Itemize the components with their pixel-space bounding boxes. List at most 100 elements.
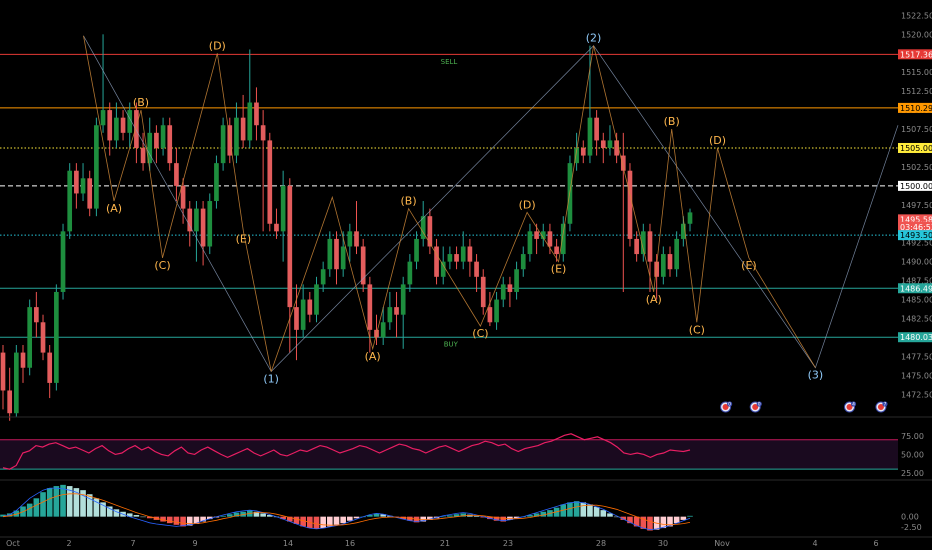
macd-bar	[680, 516, 687, 520]
candle-body	[127, 110, 133, 133]
candle-body	[334, 238, 339, 270]
candle-body	[480, 276, 486, 308]
price-tag-label: 1495.58	[900, 215, 932, 224]
macd-bar	[340, 516, 346, 524]
candle-body	[200, 208, 206, 247]
macd-bar	[93, 498, 100, 517]
sub-wave-label: (A)	[646, 293, 662, 306]
candle-body	[180, 185, 186, 209]
macd-bar	[253, 511, 260, 517]
sub-wave-label: (B)	[133, 96, 149, 109]
candle-body	[54, 291, 59, 383]
macd-bar	[640, 516, 647, 529]
macd-bar	[86, 494, 93, 517]
price-tag-box	[898, 230, 932, 241]
macd-bar	[453, 514, 460, 517]
macd-bar	[66, 486, 73, 517]
macd-bar	[500, 516, 507, 522]
candle-body	[240, 117, 246, 141]
candle-body	[647, 231, 653, 262]
candle-body	[80, 178, 86, 194]
macd-bar	[200, 516, 206, 522]
rsi-pane	[0, 433, 898, 470]
candle-body	[340, 246, 346, 270]
candle-body	[107, 110, 113, 141]
macd-bar	[593, 506, 600, 517]
macd-bar	[126, 513, 133, 517]
price-tag-label: 1510.29	[900, 104, 932, 113]
macd-bar	[673, 516, 680, 524]
candle-body	[427, 216, 433, 247]
rsi-tick-label: 50.00	[901, 450, 924, 459]
macd-bar	[540, 511, 547, 517]
price-tag-label: 1505.00	[900, 144, 932, 153]
candle-body	[540, 231, 546, 239]
macd-bar	[660, 516, 667, 529]
horizontal-levels[interactable]	[0, 53, 898, 338]
price-tick-label: 1515.00	[901, 68, 932, 77]
rsi-band	[0, 439, 898, 470]
annotations: SELL BUY	[441, 58, 459, 349]
price-tag-label: 1480.03	[900, 333, 932, 342]
macd-bar	[427, 516, 433, 520]
macd-bar	[287, 516, 293, 522]
macd-bar	[607, 513, 613, 517]
candle-body	[274, 223, 279, 232]
sub-wave-label: (A)	[365, 350, 381, 363]
macd-bar	[473, 515, 480, 517]
price-tags: 1517.36 1510.29 1505.00 1500.00 1495.5803:46…	[898, 49, 932, 343]
candle-body	[154, 132, 159, 148]
time-axis[interactable]: Oct 2 7 9 14 16 21 23 28 30 Nov 4 6	[6, 539, 879, 548]
macd-bar	[193, 516, 200, 524]
candle-body	[327, 238, 333, 270]
time-tick-label: 30	[658, 539, 668, 548]
candle-body	[407, 261, 413, 285]
main-wave-label: (2)	[586, 32, 602, 45]
candle-body	[367, 284, 373, 330]
macd-bar	[380, 514, 386, 517]
time-tick-label: Oct	[6, 539, 20, 548]
candle-body	[314, 284, 319, 315]
price-tag-box	[898, 221, 932, 232]
macd-bar	[80, 490, 86, 517]
macd-bar	[633, 516, 640, 527]
event-badge	[756, 401, 762, 407]
candle-body	[574, 147, 579, 164]
price-tick-label: 1512.50	[901, 87, 932, 96]
macd-bar	[487, 516, 493, 520]
candle-body	[500, 284, 506, 300]
event-markers[interactable]: 0 0 4 7	[720, 401, 888, 413]
macd-bar	[266, 515, 273, 517]
time-tick-label: 28	[596, 539, 606, 548]
price-tag-box	[898, 49, 932, 60]
candle-body	[580, 147, 586, 156]
candle-body	[434, 246, 439, 277]
elliott-wave-lines[interactable]	[83, 35, 899, 373]
candle-body	[87, 178, 93, 209]
macd-bar	[300, 516, 306, 527]
macd-bar	[600, 510, 607, 517]
event-count: 4	[852, 402, 855, 408]
candle-body	[14, 352, 19, 414]
price-tag-box	[898, 180, 932, 191]
macd-bar	[627, 516, 633, 524]
macd-bar	[447, 515, 453, 517]
price-tag-box	[898, 214, 932, 225]
candle-body	[687, 212, 693, 224]
macd-bar	[280, 516, 286, 520]
candle-body	[627, 170, 633, 239]
candle-body	[94, 125, 99, 209]
price-tick-label: 1520.00	[901, 30, 932, 39]
macd-bar	[587, 504, 593, 517]
candle-body	[454, 254, 459, 262]
candle-body	[414, 238, 419, 262]
sub-wave-label: (E)	[236, 232, 252, 245]
macd-bar	[113, 509, 120, 517]
event-count: 0	[758, 402, 761, 408]
candle-body	[360, 246, 366, 285]
macd-bar	[73, 488, 80, 517]
price-tick-label: 1487.50	[901, 277, 932, 286]
macd-bar	[33, 498, 40, 517]
macd-bar	[460, 513, 467, 517]
